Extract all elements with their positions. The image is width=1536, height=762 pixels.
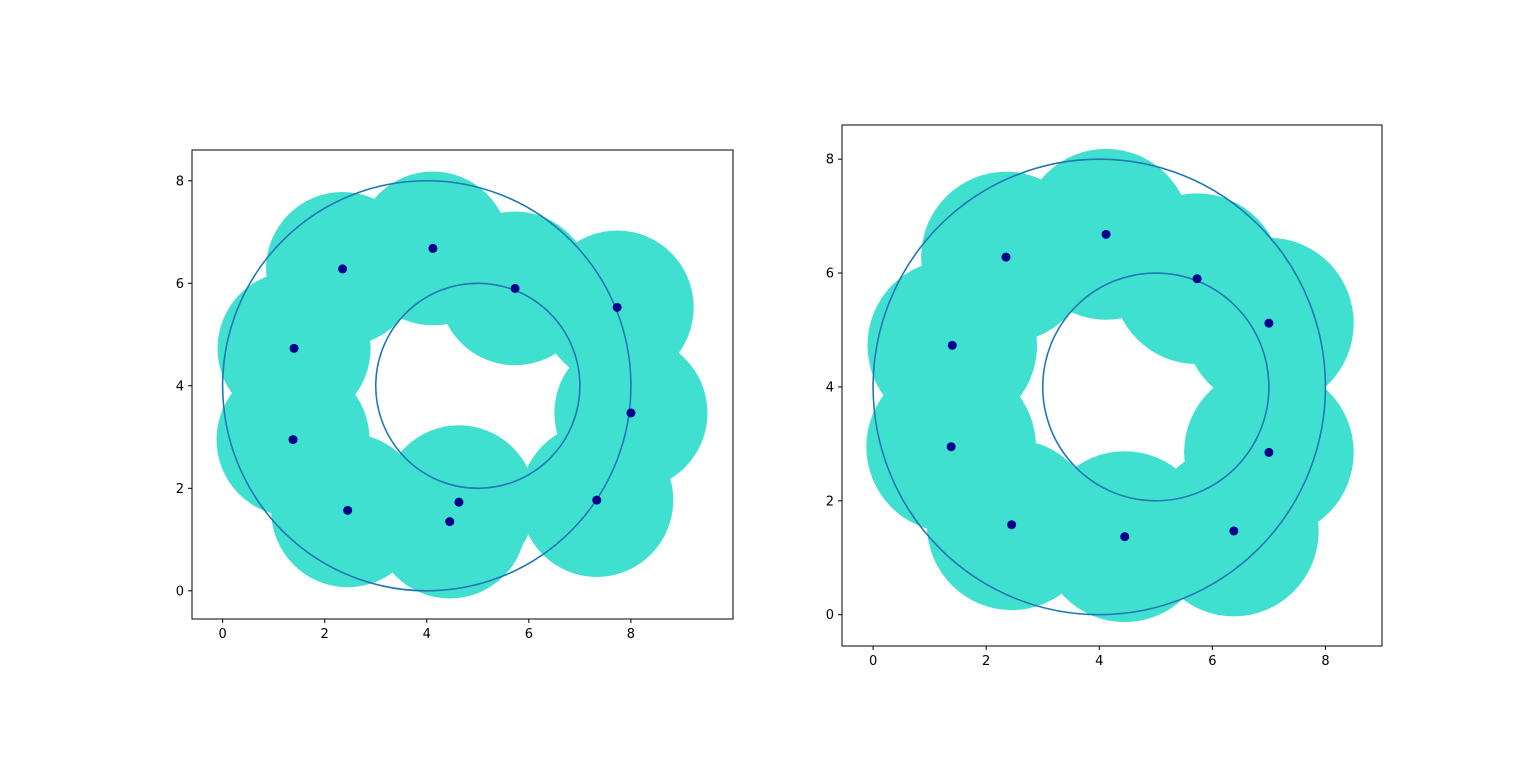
inner-ring (1041, 272, 1270, 502)
x-tick-label: 8 (627, 627, 635, 642)
x-tick-label: 4 (423, 627, 431, 642)
scatter-point (1264, 447, 1274, 457)
right-axes-frame (841, 124, 1383, 647)
y-tick-label: 2 (826, 494, 834, 509)
x-tick-label: 2 (321, 627, 329, 642)
scatter-point (428, 243, 438, 253)
x-tick-label: 6 (525, 627, 533, 642)
scatter-point (1001, 252, 1011, 262)
y-tick-label: 0 (826, 608, 834, 623)
x-tick-label: 0 (218, 627, 226, 642)
y-tick-label: 8 (826, 153, 834, 168)
scatter-point (1229, 526, 1239, 536)
y-tick-label: 2 (176, 482, 184, 497)
left-axes-frame (191, 149, 734, 620)
scatter-point (592, 495, 602, 505)
y-tick-label: 4 (176, 379, 184, 394)
scatter-point (612, 302, 622, 312)
left-chart-panel: 0 2 4 6 8 0 2 4 6 8 (176, 149, 734, 642)
x-tick-label: 6 (1208, 654, 1216, 669)
y-tick-label: 4 (826, 380, 834, 395)
scatter-point (445, 517, 455, 527)
scatter-point (947, 340, 957, 350)
y-tick-label: 0 (176, 584, 184, 599)
right-plot-area (866, 148, 1354, 623)
left-plot-area (216, 171, 708, 599)
scatter-point (343, 505, 353, 515)
scatter-point (626, 408, 636, 418)
y-tick-label: 6 (826, 267, 834, 282)
x-tick-label: 0 (869, 654, 877, 669)
scatter-point (1101, 229, 1111, 239)
scatter-point (454, 497, 464, 507)
scatter-point (1120, 532, 1130, 542)
x-tick-label: 2 (982, 654, 990, 669)
y-tick-label: 6 (176, 277, 184, 292)
scatter-point (510, 283, 520, 293)
scatter-point (338, 264, 348, 274)
y-tick-label: 8 (176, 174, 184, 189)
inner-ring (374, 282, 581, 490)
right-chart-panel: 0 2 4 6 8 0 2 4 6 8 (826, 124, 1383, 669)
x-tick-label: 4 (1095, 654, 1103, 669)
scatter-point (288, 435, 298, 445)
scatter-point (1264, 318, 1274, 328)
outer-ring (872, 158, 1327, 616)
scatter-point (289, 343, 299, 353)
scatter-point (946, 442, 956, 452)
x-tick-label: 8 (1321, 654, 1329, 669)
scatter-point (1192, 274, 1202, 284)
outer-ring (221, 179, 632, 592)
scatter-point (1007, 520, 1017, 530)
